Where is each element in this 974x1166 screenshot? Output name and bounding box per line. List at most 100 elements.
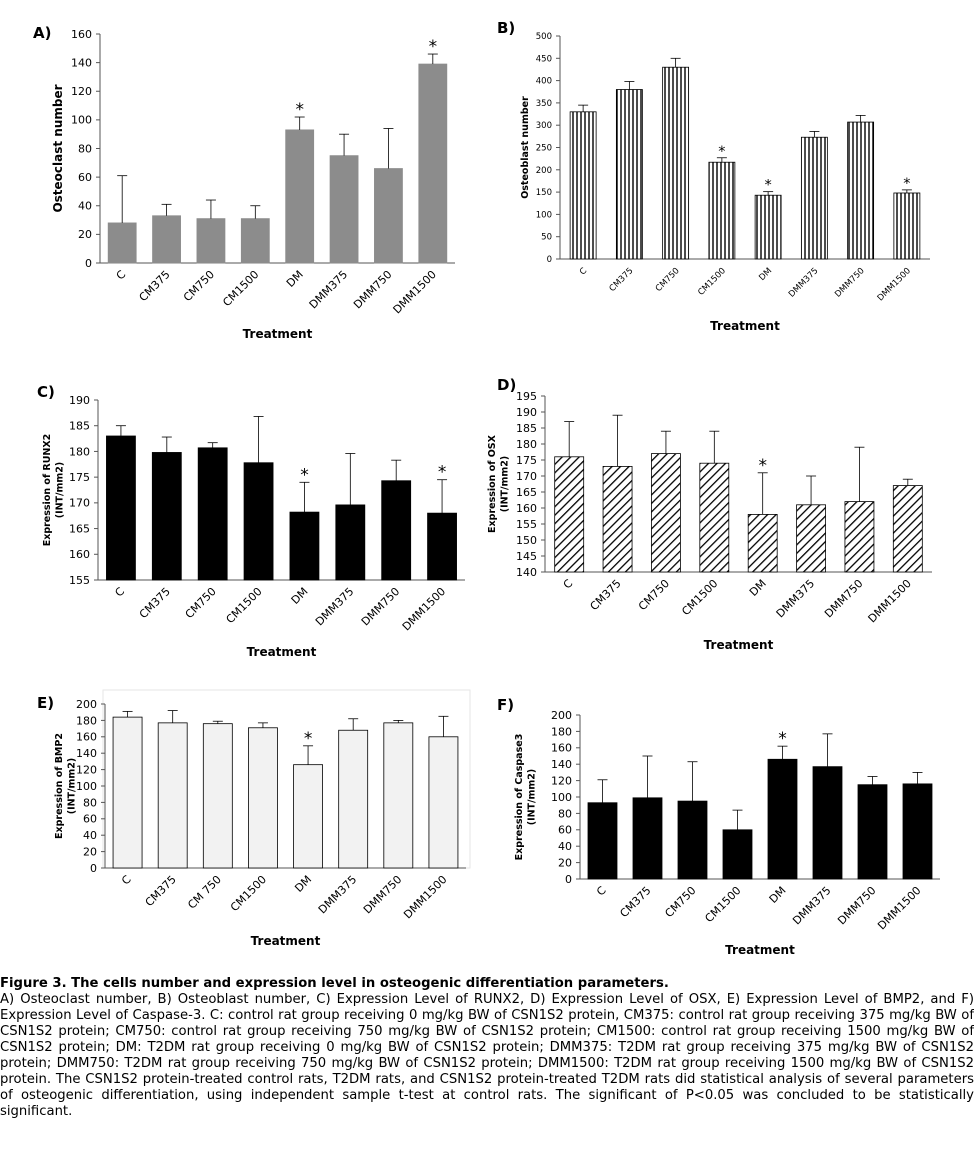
y-tick-label: 100	[536, 210, 552, 220]
category-label: C	[594, 884, 609, 899]
y-tick-label: 60	[78, 171, 92, 184]
significance-marker: *	[903, 176, 910, 192]
category-label: DMM375	[307, 268, 350, 311]
y-tick-label: 200	[536, 166, 552, 176]
y-tick-label: 400	[536, 77, 552, 87]
y-tick-label: 200	[551, 709, 572, 722]
y-axis-title: Expression of OSX	[487, 434, 498, 533]
category-label: DM	[757, 266, 774, 283]
y-tick-label: 20	[83, 845, 97, 858]
category-label: CM1500	[220, 268, 261, 309]
y-tick-label: 80	[78, 142, 92, 155]
bar	[615, 89, 643, 260]
category-label: DMM375	[774, 577, 817, 620]
significance-marker: *	[295, 100, 304, 120]
category-label: DM	[289, 585, 311, 607]
y-tick-label: 180	[516, 438, 537, 451]
y-tick-label: 145	[516, 550, 537, 563]
y-tick-label: 120	[551, 774, 572, 787]
category-label: CM375	[136, 268, 172, 304]
bar	[800, 136, 828, 260]
significance-marker: *	[718, 144, 725, 160]
panel-label: C)	[37, 383, 55, 401]
category-label: CM1500	[702, 884, 743, 925]
bar	[243, 462, 274, 581]
y-tick-label: 40	[558, 840, 572, 853]
bar	[677, 800, 708, 880]
bar	[893, 192, 921, 260]
y-tick-label: 190	[516, 406, 537, 419]
category-label: CM1500	[228, 873, 269, 914]
y-axis-title: Expression of BMP2	[54, 733, 65, 839]
panel-label: E)	[37, 694, 54, 712]
category-label: DMM750	[359, 585, 402, 628]
y-tick-label: 40	[78, 200, 92, 213]
category-label: DMM750	[833, 266, 867, 300]
category-label: CM750	[662, 884, 698, 920]
category-label: C	[112, 585, 127, 600]
y-tick-label: 200	[76, 698, 97, 711]
category-label: C	[114, 268, 129, 283]
bar	[248, 727, 278, 869]
category-label: DMM375	[787, 266, 821, 300]
y-tick-label: 300	[536, 121, 552, 131]
category-label: DM	[292, 873, 314, 895]
bar	[335, 504, 366, 581]
bar	[240, 218, 270, 264]
y-tick-label: 20	[78, 228, 92, 241]
bar	[197, 447, 228, 581]
caption-text: A) Osteoclast number, B) Osteoblast numb…	[0, 992, 974, 1119]
chart-panel-e: E) 0 20 40 60 80 100 120 140 160 180 200 C CM375 CM 75…	[37, 689, 471, 948]
category-label: CM1500	[224, 585, 265, 626]
x-axis-title: Treatment	[704, 638, 774, 652]
category-label: CM375	[608, 266, 636, 294]
bar	[106, 435, 136, 581]
y-tick-label: 250	[536, 143, 552, 153]
significance-marker: *	[438, 463, 447, 483]
panel-label: A)	[33, 24, 51, 42]
y-tick-label: 350	[536, 99, 552, 109]
bar	[329, 155, 359, 264]
significance-marker: *	[304, 729, 313, 749]
significance-marker: *	[765, 178, 772, 194]
bar	[152, 215, 181, 264]
y-tick-label: 80	[558, 807, 572, 820]
bar	[427, 512, 457, 581]
y-tick-label: 140	[516, 566, 537, 579]
bar	[767, 758, 798, 880]
significance-marker: *	[429, 37, 438, 57]
category-label: CM375	[137, 585, 173, 621]
x-axis-title: Treatment	[725, 943, 795, 957]
y-axis-title-unit: (INT/mm2)	[527, 769, 538, 826]
y-axis-title-unit: (INT/mm2)	[55, 462, 66, 519]
bar	[285, 129, 315, 264]
category-label: C	[119, 873, 134, 888]
y-tick-label: 100	[71, 114, 92, 127]
x-axis-title: Treatment	[251, 934, 321, 948]
y-tick-label: 140	[76, 747, 97, 760]
significance-marker: *	[778, 729, 787, 749]
bar	[202, 723, 233, 869]
category-label: DM	[284, 268, 306, 290]
y-tick-label: 175	[69, 471, 90, 484]
category-label: CM375	[617, 884, 653, 920]
y-tick-label: 180	[76, 714, 97, 727]
bar	[812, 766, 843, 880]
y-axis-title: Expression of RUNX2	[42, 434, 53, 547]
category-label: DMM1500	[876, 266, 913, 303]
category-label: DMM1500	[875, 884, 923, 932]
category-label: DMM750	[351, 268, 394, 311]
y-axis-title: Osteoblast number	[520, 96, 531, 199]
y-tick-label: 140	[71, 56, 92, 69]
bar	[747, 514, 778, 573]
y-tick-label: 190	[69, 394, 90, 407]
significance-marker: *	[758, 456, 767, 476]
bar	[754, 194, 782, 260]
bar	[796, 504, 826, 573]
y-tick-label: 0	[85, 257, 92, 270]
y-tick-label: 140	[551, 758, 572, 771]
y-tick-label: 170	[69, 497, 90, 510]
y-tick-label: 185	[516, 422, 537, 435]
